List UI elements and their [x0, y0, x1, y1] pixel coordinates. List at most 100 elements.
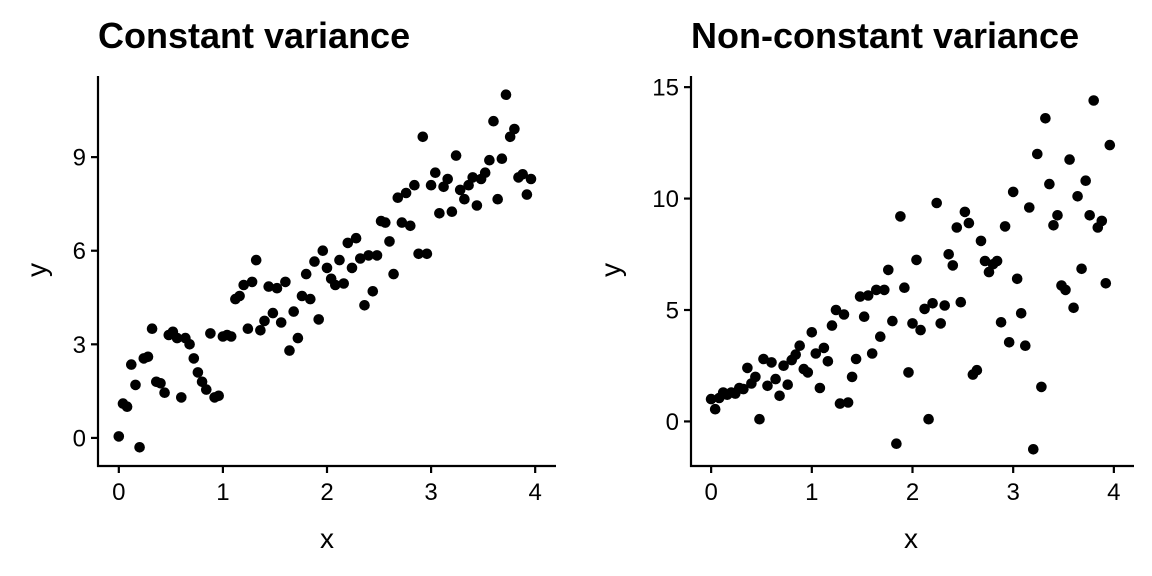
data-point: [492, 193, 504, 205]
data-point: [875, 331, 886, 343]
data-point: [903, 367, 914, 378]
data-point: [939, 300, 950, 311]
data-point: [963, 217, 975, 229]
data-point: [983, 266, 995, 278]
data-point: [991, 255, 1003, 267]
data-point: [142, 351, 154, 363]
x-tick-label: 2: [320, 479, 333, 506]
data-point: [1044, 178, 1055, 190]
y-tick-label: 0: [666, 409, 679, 436]
data-point: [146, 323, 158, 335]
panel-constant-variance: Constant variance x y 0 1 2 3 4 0 3 6 9: [21, 15, 556, 554]
data-point: [1064, 154, 1075, 165]
data-point: [192, 367, 204, 378]
data-point: [931, 197, 942, 209]
data-point: [766, 357, 777, 368]
data-point: [263, 281, 275, 292]
data-point: [830, 304, 842, 316]
data-point: [1084, 210, 1095, 221]
data-point: [971, 364, 983, 376]
data-point: [891, 438, 902, 450]
data-point: [430, 167, 441, 178]
data-point: [754, 413, 765, 425]
data-point: [425, 179, 437, 191]
data-point: [400, 187, 412, 199]
data-point: [417, 131, 429, 143]
data-point: [814, 382, 826, 394]
data-point: [709, 403, 721, 415]
data-point: [782, 379, 793, 391]
data-point: [979, 255, 991, 267]
panel-non-constant-variance: Non-constant variance x y 0 1 2 3 4 0 5 10 15: [595, 15, 1134, 554]
data-point: [879, 284, 890, 296]
data-point: [479, 167, 491, 178]
data-point: [818, 342, 830, 354]
data-point: [196, 376, 208, 388]
data-point: [862, 290, 874, 301]
data-point: [421, 248, 433, 260]
data-point: [1076, 263, 1087, 275]
data-point: [317, 245, 329, 256]
data-point: [899, 282, 910, 294]
data-point: [367, 286, 379, 297]
data-point: [959, 206, 971, 218]
data-point: [242, 323, 254, 335]
data-point: [255, 325, 266, 336]
data-point: [342, 237, 354, 249]
x-tick-label: 0: [704, 479, 717, 506]
x-tick-label: 2: [906, 479, 919, 506]
x-axis-label: x: [904, 523, 918, 554]
data-point: [1007, 186, 1019, 198]
data-point: [155, 378, 166, 389]
data-point: [866, 348, 878, 359]
data-point: [467, 172, 479, 183]
data-point: [1052, 210, 1063, 221]
data-point: [943, 249, 954, 260]
data-point: [454, 184, 466, 196]
data-point: [463, 179, 474, 191]
data-point: [188, 353, 200, 364]
data-point: [1003, 337, 1015, 348]
data-point: [995, 317, 1007, 328]
data-point: [334, 254, 345, 266]
data-point: [450, 150, 462, 161]
data-point: [738, 383, 749, 395]
data-point: [923, 413, 934, 425]
data-point: [834, 398, 846, 409]
data-point: [284, 345, 295, 356]
data-point: [1096, 215, 1108, 227]
data-point: [459, 193, 470, 205]
data-point: [951, 222, 963, 233]
data-point: [201, 384, 212, 395]
data-point: [509, 123, 520, 135]
data-point: [822, 356, 834, 367]
data-point: [947, 260, 959, 271]
data-point: [504, 131, 516, 143]
data-point: [927, 298, 938, 309]
data-point: [359, 300, 370, 311]
data-point: [871, 284, 882, 296]
data-point: [1032, 148, 1043, 160]
data-point: [1072, 191, 1083, 202]
data-point: [159, 387, 170, 399]
data-point: [176, 392, 187, 403]
data-point: [113, 431, 125, 442]
data-point: [911, 254, 922, 266]
data-point: [442, 173, 454, 185]
data-point: [854, 291, 866, 302]
data-point: [1015, 308, 1027, 319]
data-point: [858, 311, 870, 323]
data-point: [438, 181, 449, 193]
data-point: [500, 89, 512, 100]
chart-title: Non-constant variance: [691, 15, 1079, 56]
data-point: [1088, 95, 1099, 106]
data-point: [907, 318, 918, 329]
data-point: [790, 349, 801, 360]
data-point: [999, 221, 1011, 232]
y-tick-label: 6: [73, 238, 86, 265]
y-axis-label: y: [21, 263, 52, 277]
data-point: [802, 367, 814, 378]
data-point: [130, 379, 141, 391]
data-point: [271, 282, 283, 294]
